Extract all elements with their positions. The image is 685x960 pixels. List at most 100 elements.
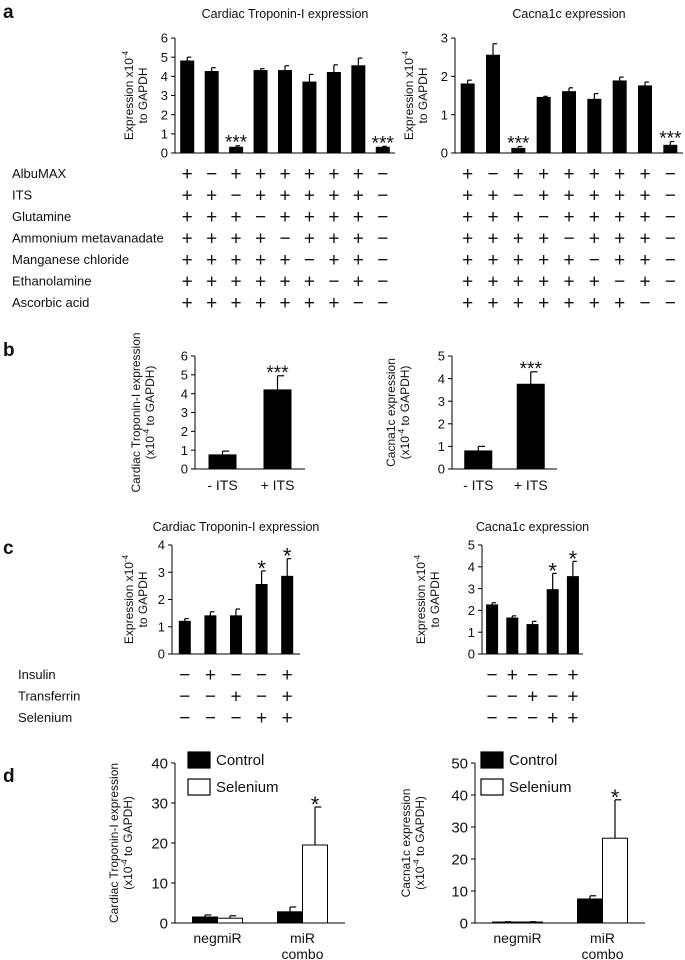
- y-tick-label: 0: [160, 915, 168, 932]
- condition-symbol: −: [255, 207, 266, 228]
- condition-symbol: +: [462, 164, 473, 185]
- condition-symbol: +: [563, 207, 574, 228]
- condition-symbol: +: [487, 250, 498, 271]
- y-tick-label: 10: [451, 883, 468, 900]
- condition-symbol: −: [304, 250, 315, 271]
- condition-symbol: −: [507, 687, 518, 708]
- condition-symbol: +: [353, 164, 364, 185]
- bar: [263, 389, 292, 470]
- condition-symbol: +: [206, 186, 217, 207]
- significance-mark: *: [283, 544, 292, 569]
- bar-control: [577, 898, 603, 924]
- y-label-rest: to GAPDH): [121, 796, 135, 859]
- legend-label-control: Control: [509, 752, 557, 769]
- condition-symbol: +: [487, 272, 498, 293]
- condition-symbol: −: [614, 272, 625, 293]
- bar: [230, 615, 242, 655]
- condition-symbol: +: [182, 207, 193, 228]
- significance-mark: *: [548, 558, 557, 583]
- condition-symbol: +: [231, 207, 242, 228]
- significance-mark: ***: [520, 359, 543, 380]
- y-axis-label: Expression x10-4to GAPDH: [121, 50, 150, 140]
- condition-symbol: −: [665, 229, 676, 250]
- bar: [612, 80, 627, 154]
- y-tick-label: 10: [151, 875, 168, 892]
- y-tick-label: 3: [181, 405, 188, 420]
- y-tick-label: 3: [441, 31, 448, 46]
- y-label-line-2: to GAPDH: [428, 571, 442, 627]
- condition-symbol: +: [589, 186, 600, 207]
- condition-symbol: +: [231, 250, 242, 271]
- y-tick-label: 4: [181, 386, 188, 401]
- y-label-line-2: to GAPDH: [416, 67, 430, 123]
- bar: [562, 91, 576, 154]
- condition-symbol: −: [487, 164, 498, 185]
- bar: [253, 70, 268, 154]
- condition-symbol: +: [182, 250, 193, 271]
- condition-symbol: −: [353, 293, 364, 314]
- y-label-superscript: -4: [121, 554, 130, 562]
- condition-symbol: −: [487, 665, 498, 686]
- y-tick-label: 50: [451, 755, 468, 772]
- condition-symbol: +: [513, 207, 524, 228]
- condition-symbol: +: [206, 272, 217, 293]
- condition-symbol: +: [513, 229, 524, 250]
- condition-symbol: −: [377, 293, 388, 314]
- condition-symbol: +: [639, 186, 650, 207]
- condition-symbol: +: [527, 687, 538, 708]
- y-tick-label: 0: [468, 647, 475, 662]
- condition-symbol: −: [527, 708, 538, 729]
- bar: [178, 620, 191, 655]
- y-tick-label: 0: [438, 462, 445, 477]
- condition-symbol: +: [231, 164, 242, 185]
- chart-c-cacna: Cacna1c expression 0 1 2 3 4 5 Expression x10-4…: [413, 520, 589, 729]
- y-tick-label: 20: [151, 835, 168, 852]
- y-axis-label: Cacna1c expression (x10-4 to GAPDH): [384, 358, 412, 467]
- condition-label: Selenium: [18, 710, 72, 725]
- y-label-line-1: Cardiac Troponin-I expression: [129, 332, 143, 492]
- condition-symbol: −: [639, 293, 650, 314]
- condition-symbol: +: [487, 293, 498, 314]
- y-tick-label: 4: [161, 69, 168, 84]
- legend-label-selenium: Selenium: [509, 779, 572, 796]
- condition-symbol: −: [377, 207, 388, 228]
- condition-symbol: +: [255, 272, 266, 293]
- condition-symbol: +: [513, 250, 524, 271]
- bar: [546, 589, 559, 655]
- condition-symbol: +: [513, 293, 524, 314]
- y-tick-label: 5: [468, 538, 475, 553]
- condition-label: AlbuMAX: [12, 166, 67, 181]
- y-label-line-2: (x10-4 to GAPDH): [412, 796, 427, 890]
- condition-symbol: +: [589, 293, 600, 314]
- bar-control: [192, 916, 218, 924]
- condition-symbol: +: [279, 293, 290, 314]
- chart-title: Cacna1c expression: [476, 520, 589, 534]
- condition-symbol: −: [507, 708, 518, 729]
- condition-symbol: +: [462, 272, 473, 293]
- condition-symbol: −: [279, 229, 290, 250]
- x-category-label: miR: [590, 930, 615, 946]
- condition-symbol: +: [513, 164, 524, 185]
- condition-symbol: −: [487, 708, 498, 729]
- condition-symbol: +: [282, 708, 293, 729]
- y-tick-label: 5: [181, 368, 188, 383]
- y-axis-label: Expression x10-4to GAPDH: [413, 554, 442, 644]
- bar: [278, 70, 292, 154]
- panel-label-c: c: [3, 538, 14, 559]
- x-category-label: negmiR: [493, 930, 541, 946]
- x-category-label: + ITS: [514, 477, 548, 493]
- y-tick-label: 3: [161, 88, 168, 103]
- y-tick-label: 0: [181, 462, 188, 477]
- x-category-label: combo: [581, 946, 623, 960]
- condition-symbol: +: [255, 229, 266, 250]
- y-tick-label: 1: [438, 439, 445, 454]
- condition-symbol: +: [182, 272, 193, 293]
- bar: [566, 576, 579, 655]
- x-category-label: negmiR: [193, 930, 241, 946]
- condition-symbol: +: [182, 186, 193, 207]
- bar: [587, 98, 602, 154]
- condition-symbol: +: [255, 186, 266, 207]
- condition-symbol: +: [563, 164, 574, 185]
- bar: [526, 624, 539, 655]
- y-label-line-2: to GAPDH: [136, 571, 150, 627]
